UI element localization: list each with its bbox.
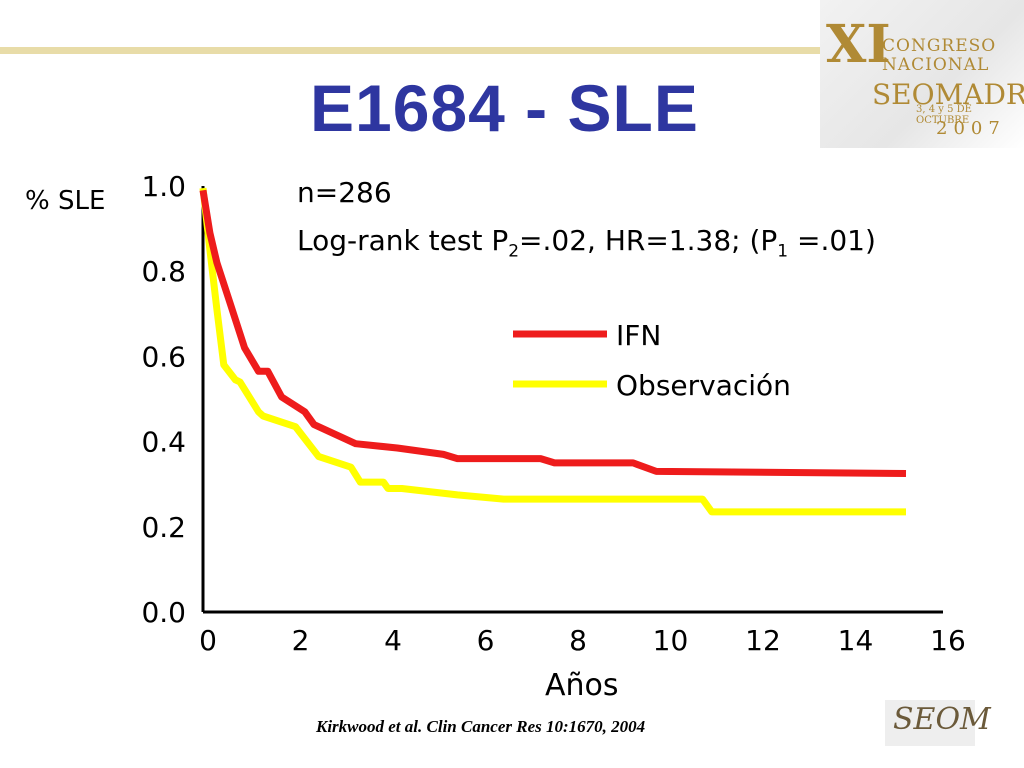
- x-tick-label: 0: [199, 624, 217, 657]
- congress-dates: 3, 4 y 5 DE OCTUBRE: [916, 104, 972, 126]
- congress-line3: SEOMADRID: [872, 78, 1024, 111]
- series-line-ifn: [199, 189, 907, 477]
- y-tick-label: 0.8: [141, 255, 186, 288]
- logrank-text-1: Log-rank test P: [297, 224, 509, 257]
- x-tick-label: 6: [477, 624, 495, 657]
- legend-label: Observación: [616, 369, 791, 402]
- logrank-subscript-2: 1: [777, 241, 789, 262]
- title-rule: [0, 47, 845, 54]
- seom-logo: SEOM: [885, 700, 991, 746]
- chart-legend: IFN Observación: [513, 319, 791, 402]
- congress-logo: XI CONGRESO NACIONAL SEOMADRID 3, 4 y 5 …: [820, 0, 1024, 148]
- logrank-subscript-1: 2: [508, 241, 520, 262]
- x-tick-label: 14: [838, 624, 874, 657]
- congress-year: 2007: [936, 118, 1006, 139]
- x-tick-labels: 0 2 4 6 8 10 12 14 16: [199, 624, 966, 657]
- sample-size-label: n=286: [297, 176, 392, 209]
- x-tick-label: 16: [930, 624, 966, 657]
- x-tick-label: 4: [384, 624, 402, 657]
- y-axis-label: % SLE: [25, 186, 106, 216]
- y-tick-label: 0.0: [141, 596, 186, 629]
- logrank-annotation: Log-rank test P2=.02, HR=1.38; (P1 =.01): [297, 224, 876, 262]
- y-tick-label: 0.2: [141, 511, 186, 544]
- chart-axes: [201, 186, 943, 614]
- slide-title: E1684 - SLE: [310, 71, 699, 145]
- x-tick-label: 10: [653, 624, 689, 657]
- logrank-text-3: =.01): [788, 224, 876, 257]
- logrank-text-2: =.02, HR=1.38; (P: [519, 224, 778, 257]
- x-axis-label: Años: [545, 668, 619, 703]
- x-tick-label: 8: [569, 624, 587, 657]
- y-tick-label: 0.4: [141, 426, 186, 459]
- legend-label: IFN: [616, 319, 661, 352]
- congress-line1: CONGRESO: [882, 36, 997, 56]
- seom-logo-text: SEOM: [893, 702, 991, 737]
- x-tick-label: 2: [292, 624, 310, 657]
- y-tick-label: 1.0: [141, 170, 186, 203]
- citation: Kirkwood et al. Clin Cancer Res 10:1670,…: [316, 717, 646, 736]
- y-tick-labels: 0.0 0.2 0.4 0.6 0.8 1.0: [141, 170, 186, 629]
- series-line-observacion: [199, 187, 906, 516]
- y-tick-label: 0.6: [141, 340, 186, 373]
- congress-line2: NACIONAL: [882, 55, 990, 75]
- x-tick-label: 12: [745, 624, 781, 657]
- series-lines: [199, 187, 907, 516]
- congress-numeral: XI: [826, 14, 891, 75]
